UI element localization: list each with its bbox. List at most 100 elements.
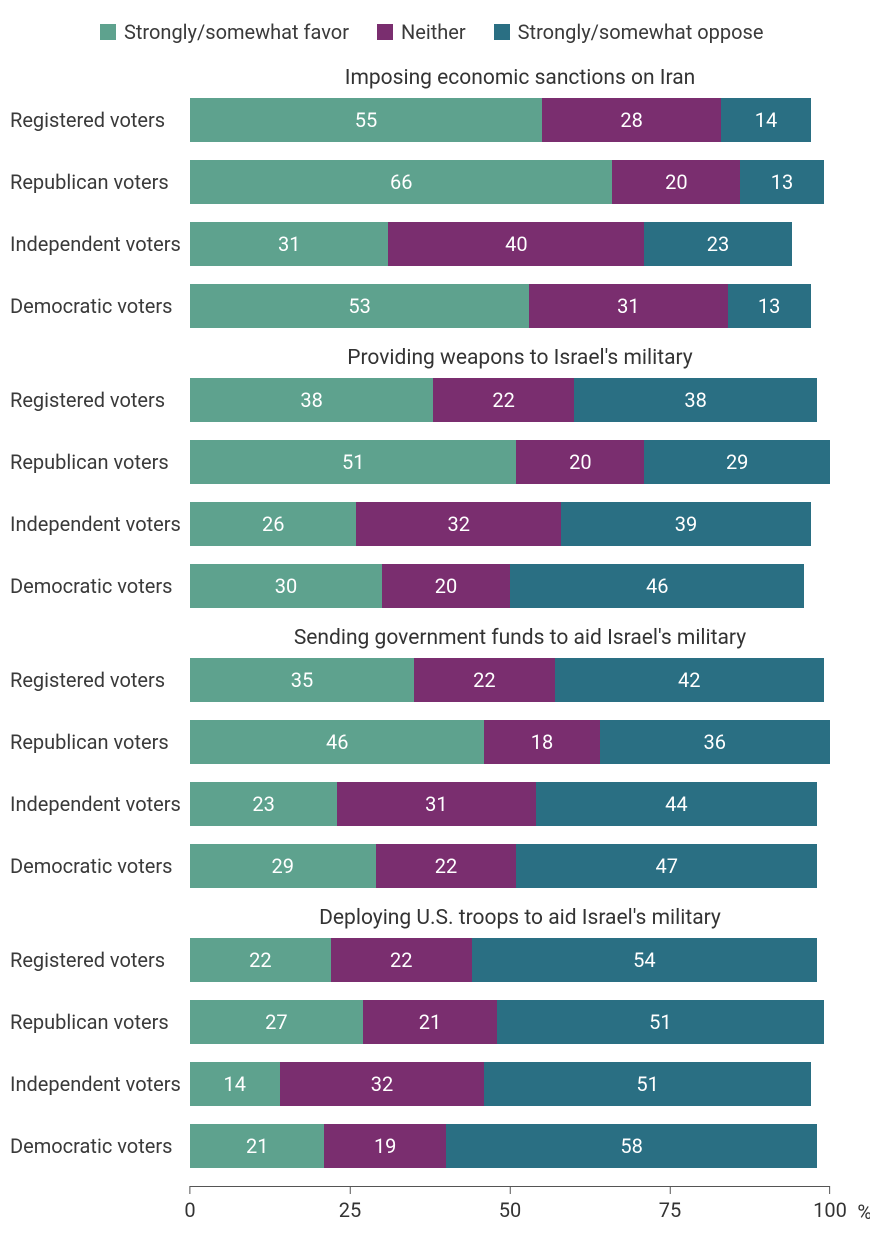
bar-segment-oppose: 51 [484, 1062, 810, 1106]
legend: Strongly/somewhat favorNeitherStrongly/s… [10, 20, 850, 44]
bar-value-label: 31 [425, 792, 447, 816]
bar-value-label: 30 [275, 574, 297, 598]
bar-segment-favor: 38 [190, 378, 433, 422]
bar-value-label: 19 [374, 1134, 396, 1158]
row-label: Independent voters [10, 792, 190, 816]
bar-segment-favor: 53 [190, 284, 529, 328]
bar-value-label: 31 [617, 294, 639, 318]
row-label: Registered voters [10, 108, 190, 132]
bar-value-label: 32 [448, 512, 470, 536]
bar-value-label: 36 [704, 730, 726, 754]
bar-track: 552814 [190, 98, 830, 142]
chart-panel: Imposing economic sanctions on IranRegis… [10, 66, 850, 328]
x-tick: 75 [659, 1186, 681, 1222]
bar-value-label: 18 [531, 730, 553, 754]
bar-value-label: 46 [326, 730, 348, 754]
row-label: Republican voters [10, 1010, 190, 1034]
bar-value-label: 31 [278, 232, 300, 256]
bar-segment-favor: 14 [190, 1062, 280, 1106]
bar-segment-favor: 31 [190, 222, 388, 266]
bar-track: 26 32 39 [190, 502, 830, 546]
row-label: Registered voters [10, 948, 190, 972]
bar-segment-oppose: 46 [510, 564, 804, 608]
bar-segment-oppose: 39 [561, 502, 811, 546]
bar-value-label: 20 [435, 574, 457, 598]
bar-segment-favor: 26 [190, 502, 356, 546]
x-axis-unit: % [857, 1200, 870, 1224]
bar-value-label: 22 [435, 854, 457, 878]
bar-value-label: 38 [684, 388, 706, 412]
row-label: Republican voters [10, 730, 190, 754]
bar-segment-oppose: 29 [644, 440, 830, 484]
bar-row: Republican voters272151 [10, 1000, 850, 1044]
row-label: Republican voters [10, 170, 190, 194]
bar-segment-favor: 30 [190, 564, 382, 608]
x-tick-label: 75 [659, 1198, 681, 1222]
bar-value-label: 39 [675, 512, 697, 536]
panel-title: Providing weapons to Israel's military [10, 346, 850, 370]
bar-track: 512029 [190, 440, 830, 484]
bar-track: 53 31 13 [190, 284, 830, 328]
bar-segment-favor: 29 [190, 844, 376, 888]
bar-segment-neither: 31 [337, 782, 535, 826]
row-label: Registered voters [10, 668, 190, 692]
bar-row: Independent voters263239 [10, 502, 850, 546]
bar-value-label: 26 [262, 512, 284, 536]
bar-segment-neither: 21 [363, 1000, 497, 1044]
bar-row: Republican voters 46 18 36 [10, 720, 850, 764]
chart-panel: Deploying U.S. troops to aid Israel's mi… [10, 906, 850, 1168]
bar-track: 211958 [190, 1124, 830, 1168]
bar-segment-favor: 22 [190, 938, 331, 982]
bar-segment-oppose: 51 [497, 1000, 823, 1044]
bar-segment-favor: 23 [190, 782, 337, 826]
x-axis: 0255075100% [190, 1186, 830, 1236]
tick-mark [669, 1186, 670, 1194]
bar-segment-oppose: 54 [472, 938, 818, 982]
bar-row: Registered voters352242 [10, 658, 850, 702]
bar-segment-oppose: 14 [721, 98, 811, 142]
bar-track: 314023 [190, 222, 830, 266]
chart-panel: Providing weapons to Israel's militaryRe… [10, 346, 850, 608]
bar-row: Registered voters222254 [10, 938, 850, 982]
bar-value-label: 35 [291, 668, 313, 692]
legend-item: Strongly/somewhat favor [100, 20, 349, 44]
bar-segment-favor: 35 [190, 658, 414, 702]
bar-value-label: 51 [342, 450, 364, 474]
bar-value-label: 51 [649, 1010, 671, 1034]
bar-value-label: 29 [726, 450, 748, 474]
row-label: Independent voters [10, 232, 190, 256]
bar-value-label: 46 [646, 574, 668, 598]
bar-track: 352242 [190, 658, 830, 702]
bar-track: 292247 [190, 844, 830, 888]
bar-segment-oppose: 44 [536, 782, 818, 826]
row-label: Democratic voters [10, 294, 190, 318]
bar-track: 23 31 44 [190, 782, 830, 826]
bar-segment-oppose: 38 [574, 378, 817, 422]
bar-row: Independent voters143251 [10, 1062, 850, 1106]
bar-segment-neither: 32 [356, 502, 561, 546]
bar-row: Independent voters314023 [10, 222, 850, 266]
x-tick: 100 [813, 1186, 847, 1222]
bar-value-label: 55 [355, 108, 377, 132]
row-label: Independent voters [10, 1072, 190, 1096]
bar-track: 382238 [190, 378, 830, 422]
x-tick-label: 25 [339, 1198, 361, 1222]
legend-swatch [100, 24, 116, 40]
bar-value-label: 21 [246, 1134, 268, 1158]
x-tick: 25 [339, 1186, 361, 1222]
bar-segment-oppose: 23 [644, 222, 791, 266]
bar-segment-favor: 51 [190, 440, 516, 484]
bar-row: Democratic voters211958 [10, 1124, 850, 1168]
bar-track: 272151 [190, 1000, 830, 1044]
tick-mark [829, 1186, 830, 1194]
panel-title: Deploying U.S. troops to aid Israel's mi… [10, 906, 850, 930]
bar-value-label: 23 [707, 232, 729, 256]
bar-value-label: 22 [473, 668, 495, 692]
bar-row: Democratic voters53 31 13 [10, 284, 850, 328]
bar-segment-neither: 19 [324, 1124, 446, 1168]
bar-row: Democratic voters302046 [10, 564, 850, 608]
bar-segment-neither: 20 [382, 564, 510, 608]
bar-segment-neither: 22 [414, 658, 555, 702]
bar-value-label: 44 [665, 792, 687, 816]
bar-value-label: 13 [758, 294, 780, 318]
